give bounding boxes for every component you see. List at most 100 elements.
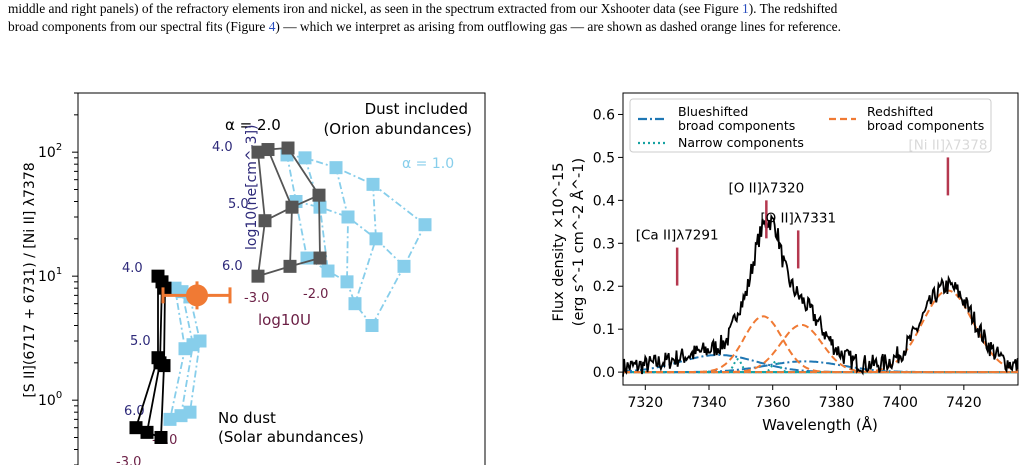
right-spectrum-lines: [622, 213, 1019, 377]
grid-marker-nodust_alpha2: [140, 425, 154, 439]
grid-marker-nodust_alpha2: [157, 359, 171, 373]
right-y-tick-label: 0.6: [593, 107, 615, 123]
ne-label-dust-6: 6.0: [222, 259, 243, 274]
grid-marker-nodust_alpha2: [158, 281, 172, 295]
left-axes-frame: [77, 92, 486, 465]
redshifted-component: [623, 323, 1018, 374]
alpha-1-label: α = 1.0: [402, 156, 454, 172]
caption-text: broad components from our spectral fits …: [8, 19, 269, 34]
right-axes-frame: [622, 92, 1019, 386]
no-dust-label-1: No dust: [218, 409, 276, 427]
right-x-tick-label: 7320: [627, 395, 663, 411]
right-xlabel: Wavelength (Å): [762, 415, 878, 434]
grid-marker-dust_alpha1: [366, 177, 380, 191]
grid-marker-nodust_alpha1: [163, 412, 177, 426]
right-y-tick-label: 0.4: [593, 193, 615, 209]
grid-marker-dust_alpha2: [313, 251, 327, 265]
grid-marker-nodust_alpha1: [193, 334, 207, 348]
right-chart: 0.0 0.1 0.2 0.3 0.4 0.5 0.6 7320 7340 7360 7380 740…: [551, 92, 1019, 434]
grid-marker-dust_alpha2: [312, 188, 326, 202]
grid-marker-dust_alpha1: [329, 161, 343, 175]
narrow-component: [623, 360, 1018, 374]
legend: Blueshifted broad components Redshifted …: [629, 98, 992, 153]
grid-marker-dust_alpha1: [397, 259, 411, 273]
legend-red-label-2: broad components: [867, 118, 984, 133]
grid-marker-dust_alpha1: [340, 275, 354, 289]
figure-ref-link[interactable]: 1: [742, 1, 749, 16]
u-label-dust-max: -2.0: [303, 287, 328, 302]
legend-blue-label-2: broad components: [678, 118, 795, 133]
right-x-tick-label: 7340: [691, 395, 727, 411]
grid-marker-nodust_alpha1: [183, 405, 197, 419]
right-axis-ticks: 0.0 0.1 0.2 0.3 0.4 0.5 0.6 7320 7340 7360 7380 740…: [593, 107, 982, 411]
right-y-tick-label: 0.3: [593, 236, 615, 252]
blueshifted-component: [622, 353, 1018, 374]
u-label-nodust-b: -3.0: [116, 455, 141, 465]
alpha-2-label: α = 2.0: [225, 116, 281, 134]
legend-narrow-label: Narrow components: [678, 135, 804, 150]
line-id-label: [O II]λ7331: [760, 210, 836, 226]
observed-ratio-point: [161, 281, 232, 310]
ne-label-nodust-5: 5.0: [130, 334, 151, 349]
grid-marker-dust_alpha2: [261, 143, 275, 157]
left-chart: 100 101 102 [S II](6717 + 6731) / [Ni II] …: [22, 92, 486, 465]
right-x-tick-label: 7400: [882, 395, 918, 411]
caption-text: ). The redshifted: [748, 1, 838, 16]
right-y-tick-label: 0.5: [593, 150, 615, 166]
grid-marker-dust_alpha2: [258, 214, 272, 228]
observed-spectrum: [622, 213, 1019, 377]
grid-marker-dust_alpha2: [251, 145, 265, 159]
obs-marker: [186, 284, 208, 307]
grid-marker-dust_alpha1: [365, 319, 379, 333]
grid-line-dust_alpha1: [295, 200, 405, 267]
right-x-tick-label: 7360: [755, 395, 791, 411]
grid-marker-nodust_alpha2: [154, 430, 168, 444]
right-x-tick-label: 7380: [819, 395, 855, 411]
legend-red-label-1: Redshifted: [867, 104, 933, 119]
legend-box: [629, 98, 992, 153]
grid-line-dust_alpha1: [335, 167, 349, 282]
left-y-tick-label: 102: [38, 142, 62, 161]
line-id-label: [Ca II]λ7291: [636, 228, 719, 244]
grid-marker-dust_alpha2: [285, 200, 299, 214]
figure-caption: middle and right panels) of the refracto…: [8, 0, 1018, 36]
right-y-tick-label: 0.0: [593, 365, 615, 381]
dust-title-1: Dust included: [365, 100, 468, 118]
grid-marker-dust_alpha2: [281, 141, 295, 155]
ne-label-dust-5: 5.0: [228, 197, 249, 212]
u-label-dust-min: -3.0: [244, 291, 269, 306]
left-model-grids: [129, 141, 432, 444]
grid-marker-dust_alpha1: [321, 264, 335, 278]
caption-line-1: middle and right panels) of the refracto…: [8, 0, 1018, 18]
right-x-tick-label: 7420: [946, 395, 982, 411]
caption-line-2: broad components from our spectral fits …: [8, 18, 1018, 36]
left-ylabel: [S II](6717 + 6731) / [Ni II] λ7378: [22, 162, 38, 397]
grid-marker-nodust_alpha2: [129, 421, 143, 435]
redshifted-component: [623, 289, 1019, 374]
grid-marker-dust_alpha1: [348, 297, 362, 311]
grid-marker-dust_alpha1: [298, 151, 312, 165]
grid-marker-dust_alpha1: [418, 218, 432, 232]
blueshifted-component: [623, 360, 1018, 374]
right-ylabel-line-1: Flux density ×10^-15: [551, 163, 567, 322]
caption-text: middle and right panels) of the refracto…: [8, 1, 742, 16]
left-y-tick-exponent: 2: [56, 142, 62, 153]
narrow-component: [623, 357, 1018, 374]
line-id-label: [O II]λ7320: [728, 180, 804, 196]
dust-title-2: (Orion abundances): [323, 120, 472, 138]
ne-label-dust-4: 4.0: [212, 140, 233, 155]
left-y-tick-label: 101: [38, 266, 62, 285]
right-y-tick-label: 0.2: [593, 279, 615, 295]
ne-axis-label: log10(ne[cm^-3]): [244, 124, 260, 250]
figure-ref-link[interactable]: 4: [268, 19, 276, 34]
right-line-markers: [Ca II]λ7291[O II]λ7320[O II]λ7331[Ni II…: [636, 137, 987, 286]
left-y-tick-label: 100: [38, 390, 62, 409]
legend-blue-label-1: Blueshifted: [678, 104, 748, 119]
caption-text: ) — which we interpret as arising from o…: [275, 19, 841, 34]
ne-label-nodust-4: 4.0: [122, 261, 143, 276]
grid-marker-dust_alpha2: [251, 269, 265, 283]
u-axis-label: log10U: [258, 311, 311, 329]
grid-line-dust_alpha1: [354, 184, 377, 304]
grid-marker-dust_alpha2: [283, 259, 297, 273]
